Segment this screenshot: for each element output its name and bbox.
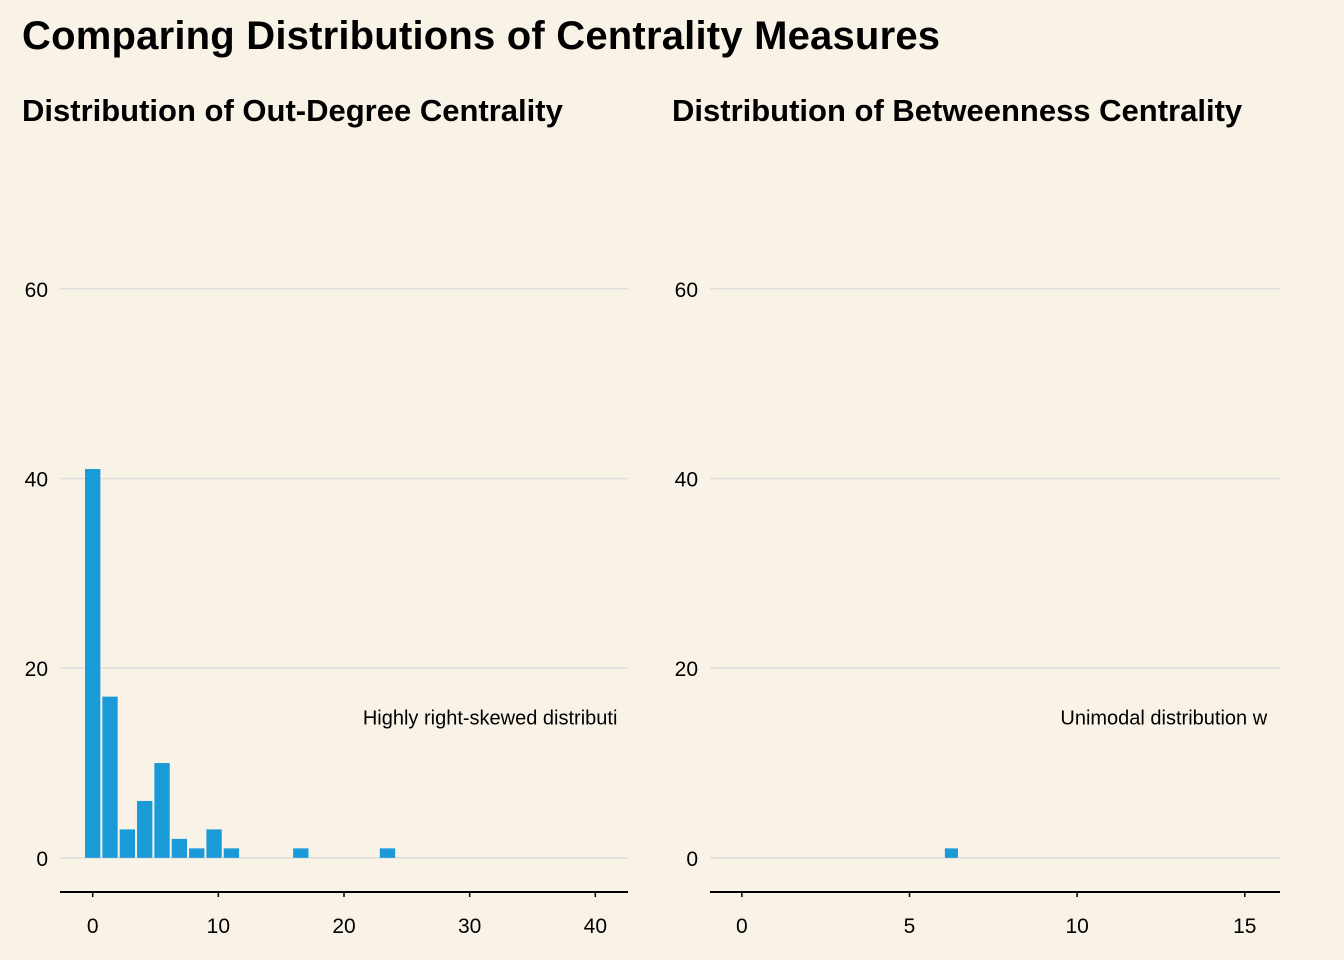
histogram-bars bbox=[85, 469, 396, 858]
x-axis: 0 5 10 15 bbox=[710, 891, 1280, 938]
histogram-bar bbox=[206, 829, 222, 858]
figure-title: Comparing Distributions of Centrality Me… bbox=[22, 14, 941, 58]
panel-title: Distribution of Out-Degree Centrality bbox=[22, 93, 564, 128]
annotations: Unimodal distribution w bbox=[1060, 707, 1267, 729]
y-tick-label: 40 bbox=[675, 468, 698, 491]
x-tick-label: 10 bbox=[207, 915, 230, 938]
histogram-bar bbox=[223, 848, 240, 858]
histogram-bar bbox=[171, 838, 188, 858]
histogram-bar bbox=[189, 848, 205, 858]
histogram-bar bbox=[119, 829, 136, 858]
histogram-bar bbox=[137, 800, 153, 858]
x-tick-label: 0 bbox=[87, 915, 99, 938]
x-tick-label: 30 bbox=[458, 915, 481, 938]
histogram-bar bbox=[379, 848, 396, 858]
y-tick-labels: 0 20 40 60 bbox=[25, 279, 48, 871]
grid-lines bbox=[60, 288, 628, 859]
y-tick-label: 0 bbox=[36, 848, 48, 871]
histogram-bar bbox=[293, 848, 309, 858]
histogram-bar bbox=[85, 469, 101, 858]
x-tick-label: 0 bbox=[736, 915, 748, 938]
x-tick-label: 40 bbox=[584, 915, 607, 938]
panel-title: Distribution of Betweenness Centrality bbox=[672, 93, 1243, 128]
histogram-bars bbox=[944, 848, 958, 858]
betweenness-histogram: Distribution of Betweenness Centrality 0… bbox=[672, 93, 1280, 938]
x-tick-label: 15 bbox=[1233, 915, 1256, 938]
x-axis: 0 10 20 30 40 bbox=[60, 891, 628, 938]
histogram-bar bbox=[944, 848, 958, 858]
y-tick-label: 40 bbox=[25, 468, 48, 491]
annotation-text: Unimodal distribution w bbox=[1060, 707, 1267, 729]
y-tick-label: 20 bbox=[675, 658, 698, 681]
y-tick-label: 60 bbox=[675, 279, 698, 302]
y-tick-label: 20 bbox=[25, 658, 48, 681]
annotations: Highly right-skewed distributi bbox=[363, 707, 618, 729]
histogram-bar bbox=[102, 696, 118, 858]
x-tick-label: 10 bbox=[1065, 915, 1088, 938]
x-tick-label: 20 bbox=[332, 915, 355, 938]
histogram-bar bbox=[154, 763, 170, 858]
annotation-text: Highly right-skewed distributi bbox=[363, 707, 618, 729]
grid-lines bbox=[710, 288, 1280, 859]
x-tick-label: 5 bbox=[904, 915, 916, 938]
y-tick-label: 60 bbox=[25, 279, 48, 302]
y-tick-label: 0 bbox=[686, 848, 698, 871]
y-tick-labels: 0 20 40 60 bbox=[675, 279, 698, 871]
out-degree-histogram: Distribution of Out-Degree Centrality 0 2… bbox=[22, 93, 628, 938]
